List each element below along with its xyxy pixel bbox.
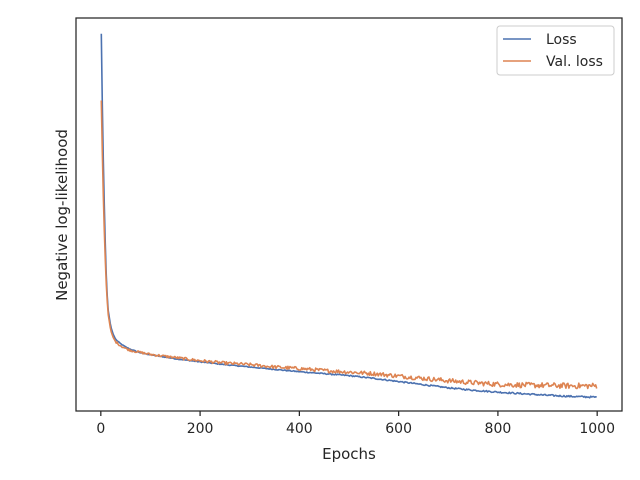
x-tick-label: 200 xyxy=(187,421,214,437)
x-tick-label: 0 xyxy=(96,421,105,437)
x-axis-label: Epochs xyxy=(322,445,376,463)
x-tick-label: 800 xyxy=(485,421,512,437)
series-line-val-loss xyxy=(100,100,598,390)
x-axis-ticks: 0 200 400 600 800 1000 xyxy=(96,411,615,437)
x-tick-label: 1000 xyxy=(579,421,615,437)
legend-label: Val. loss xyxy=(546,54,603,70)
y-axis-label: Negative log-likelihood xyxy=(53,129,71,301)
legend: Loss Val. loss xyxy=(496,25,615,76)
x-tick-label: 400 xyxy=(286,421,313,437)
series-layer xyxy=(100,33,598,399)
x-tick-label: 600 xyxy=(385,421,412,437)
legend-label: Loss xyxy=(546,32,577,48)
plot-frame xyxy=(75,17,623,412)
